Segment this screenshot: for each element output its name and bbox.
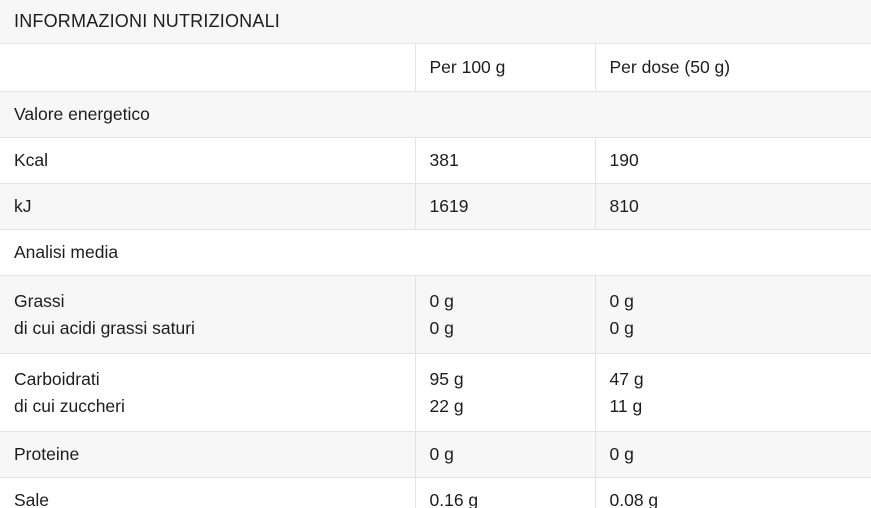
row-value-fat-group-per-100g: 0 g 0 g xyxy=(414,275,595,354)
row-label-carbs-group: Carboidrati di cui zuccheri xyxy=(0,353,415,432)
row-value-sugars-per-dose: 11 g xyxy=(609,395,643,416)
row-value-fat-group-per-dose: 0 g 0 g xyxy=(594,275,871,354)
row-value-fat-per-dose: 0 g xyxy=(609,290,634,311)
row-value-sugars-per-100g: 22 g xyxy=(429,395,464,416)
row-label-fat: Grassi xyxy=(14,290,65,311)
table-row: Proteine 0 g 0 g xyxy=(0,431,871,478)
row-label-protein: Proteine xyxy=(0,431,415,478)
table-row: kJ 1619 810 xyxy=(0,183,871,230)
row-value-kj-per-100g: 1619 xyxy=(414,183,595,230)
row-value-carbs-per-dose: 47 g xyxy=(609,368,644,389)
row-value-protein-per-dose: 0 g xyxy=(594,431,871,478)
row-label-kj: kJ xyxy=(0,183,415,230)
row-label-carbs: Carboidrati xyxy=(14,368,100,389)
row-value-protein-per-100g: 0 g xyxy=(414,431,595,478)
row-label-salt: Sale xyxy=(0,477,415,508)
panel-title: INFORMAZIONI NUTRIZIONALI xyxy=(0,0,871,44)
section-row-energy: Valore energetico xyxy=(0,91,871,138)
row-value-saturates-per-dose: 0 g xyxy=(609,317,634,338)
row-label-fat-group: Grassi di cui acidi grassi saturi xyxy=(0,275,415,354)
row-value-saturates-per-100g: 0 g xyxy=(429,317,454,338)
table-row: Kcal 381 190 xyxy=(0,137,871,184)
table-title-row: INFORMAZIONI NUTRIZIONALI xyxy=(0,0,871,44)
row-value-fat-per-100g: 0 g xyxy=(429,290,454,311)
section-label-average-analysis: Analisi media xyxy=(0,229,871,276)
row-label-kcal: Kcal xyxy=(0,137,415,184)
table-row: Sale 0.16 g 0.08 g xyxy=(0,477,871,508)
table-row: Carboidrati di cui zuccheri 95 g 22 g 47… xyxy=(0,353,871,432)
row-value-kj-per-dose: 810 xyxy=(594,183,871,230)
row-label-saturates: di cui acidi grassi saturi xyxy=(14,317,195,338)
column-header-label xyxy=(0,43,415,92)
column-header-per-dose: Per dose (50 g) xyxy=(594,43,871,92)
row-value-kcal-per-dose: 190 xyxy=(594,137,871,184)
row-value-carbs-group-per-dose: 47 g 11 g xyxy=(594,353,871,432)
table-row: Grassi di cui acidi grassi saturi 0 g 0 … xyxy=(0,275,871,354)
row-value-kcal-per-100g: 381 xyxy=(414,137,595,184)
column-header-per-100g: Per 100 g xyxy=(414,43,595,92)
row-value-carbs-group-per-100g: 95 g 22 g xyxy=(414,353,595,432)
row-value-salt-per-dose: 0.08 g xyxy=(594,477,871,508)
row-value-salt-per-100g: 0.16 g xyxy=(414,477,595,508)
column-header-row: Per 100 g Per dose (50 g) xyxy=(0,43,871,92)
section-label-energy: Valore energetico xyxy=(0,91,871,138)
row-value-carbs-per-100g: 95 g xyxy=(429,368,464,389)
section-row-average-analysis: Analisi media xyxy=(0,229,871,276)
row-label-sugars: di cui zuccheri xyxy=(14,395,125,416)
